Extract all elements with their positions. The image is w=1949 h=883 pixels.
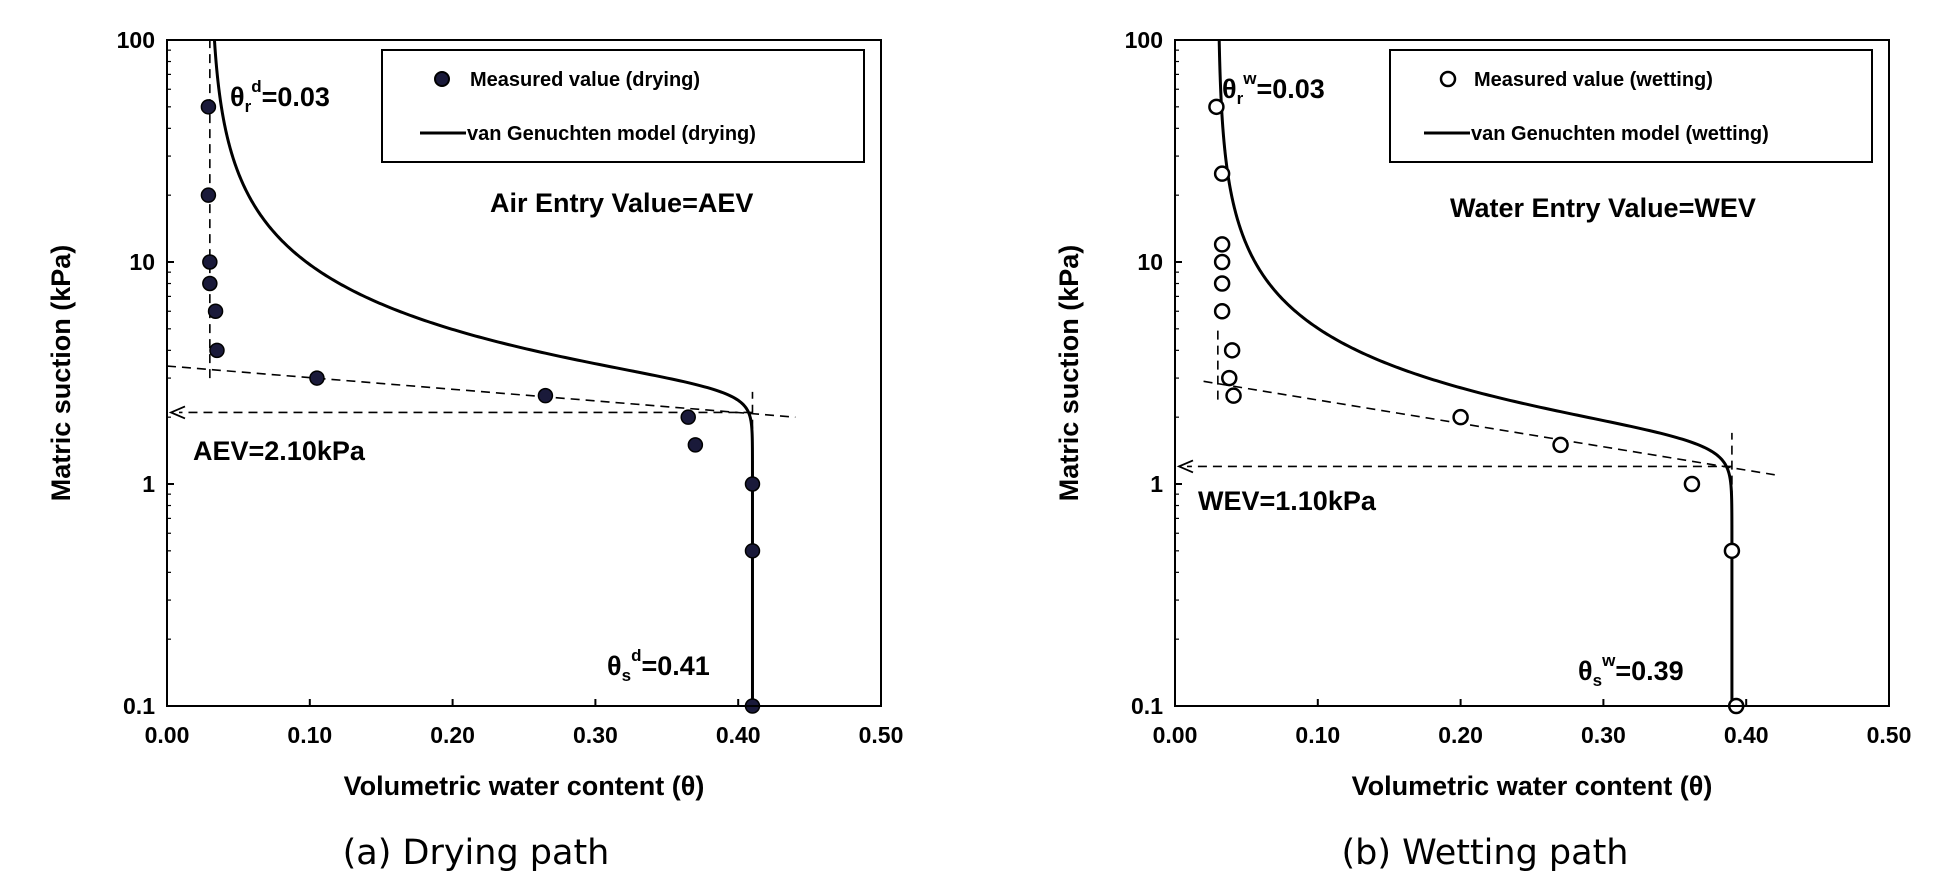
entry-arrow-head [168,405,186,420]
x-tick-label: 0.30 [573,722,618,748]
model-curve-group [212,40,754,706]
data-point [1221,369,1238,387]
guide-lines [1176,328,1775,500]
x-tick-label: 0.50 [1867,722,1912,748]
y-tick-label: 10 [1137,249,1163,275]
data-point [202,275,218,292]
model-curve [1217,40,1734,706]
x-tick-label: 0.00 [145,722,190,748]
entry-result-label: WEV=1.10kPa [1198,486,1377,516]
x-tick-label: 0.50 [859,722,904,748]
y-tick-label: 100 [1125,27,1163,53]
theta-s-label: θsd=0.41 [607,646,710,685]
data-point [680,409,696,425]
axes: 0.00 0.10 0.20 0.30 0.40 0.50 0.1 1 10 100 [117,27,904,748]
data-point [200,99,217,115]
data-point [744,543,761,559]
x-tick-label: 0.40 [716,722,761,748]
caption: (a) Drying path [343,833,610,873]
model-curve [212,40,754,706]
data-point [309,370,325,386]
entry-arrow-head [1176,459,1194,474]
x-tick-label: 0.40 [1724,722,1769,748]
x-axis-title: Volumetric water content (θ) [344,771,705,801]
data-point [1213,236,1231,253]
data-point [202,254,218,270]
y-axis-title: Matric suction (kPa) [46,245,76,502]
legend: Measured value (drying) van Genuchten mo… [381,49,865,163]
legend: Measured value (wetting) van Genuchten m… [1389,49,1873,163]
data-point [1213,303,1231,320]
y-tick-label: 10 [129,249,155,275]
entry-value-label: Air Entry Value=AEV [490,188,753,218]
data-point [537,387,554,404]
legend-label-model: van Genuchten model (wetting) [1471,123,1769,145]
legend-box [1389,49,1873,163]
data-point [200,187,217,203]
data-point [744,476,761,492]
data-point [1683,475,1701,493]
data-point [1723,542,1741,560]
legend-label-measured: Measured value (wetting) [1474,69,1713,91]
y-tick-label: 0.1 [1131,693,1163,719]
entry-value-label: Water Entry Value=WEV [1450,193,1756,223]
y-axis-title: Matric suction (kPa) [1054,245,1084,502]
data-point [1552,436,1569,454]
theta-r-label: θrw=0.03 [1222,69,1325,108]
data-points [1208,98,1745,715]
caption: (b) Wetting path [1341,833,1628,873]
panel-drying: 0.00 0.10 0.20 0.30 0.40 0.50 0.1 1 10 100 Measur… [46,27,903,873]
legend-marker-circle [434,71,450,87]
panel-wetting: 0.00 0.10 0.20 0.30 0.40 0.50 0.1 1 10 100 Measur… [1054,27,1911,873]
guide-line [167,365,796,418]
legend-label-measured: Measured value (drying) [470,69,700,91]
legend-label-model: van Genuchten model (drying) [467,123,756,145]
y-tick-label: 0.1 [123,693,155,719]
data-point [207,303,224,320]
model-curve-group [1217,40,1734,706]
axes: 0.00 0.10 0.20 0.30 0.40 0.50 0.1 1 10 100 [1125,27,1912,748]
data-point [1213,165,1231,182]
data-point [1225,387,1242,404]
data-point [209,342,225,359]
y-tick-label: 100 [117,27,155,53]
x-tick-label: 0.20 [430,722,475,748]
theta-r-label: θrd=0.03 [230,77,330,116]
x-tick-label: 0.00 [1153,722,1198,748]
data-point [1452,408,1469,426]
theta-s-label: θsw=0.39 [1578,651,1684,690]
legend-marker-circle [1439,70,1457,88]
x-tick-label: 0.10 [287,722,332,748]
legend-box [381,49,865,163]
data-point [1223,342,1241,359]
data-point [1213,275,1231,292]
plot-frame [1174,39,1890,707]
x-tick-label: 0.20 [1438,722,1483,748]
y-tick-label: 1 [142,471,155,497]
data-point [1213,253,1231,271]
plot-frame [166,39,882,707]
x-tick-label: 0.10 [1295,722,1340,748]
y-tick-label: 1 [1150,471,1163,497]
x-tick-label: 0.30 [1581,722,1626,748]
data-point [687,437,704,453]
entry-result-label: AEV=2.10kPa [193,436,366,466]
data-points [200,99,761,714]
guide-line [1203,380,1775,476]
data-point [1208,98,1225,116]
x-axis-title: Volumetric water content (θ) [1352,771,1713,801]
